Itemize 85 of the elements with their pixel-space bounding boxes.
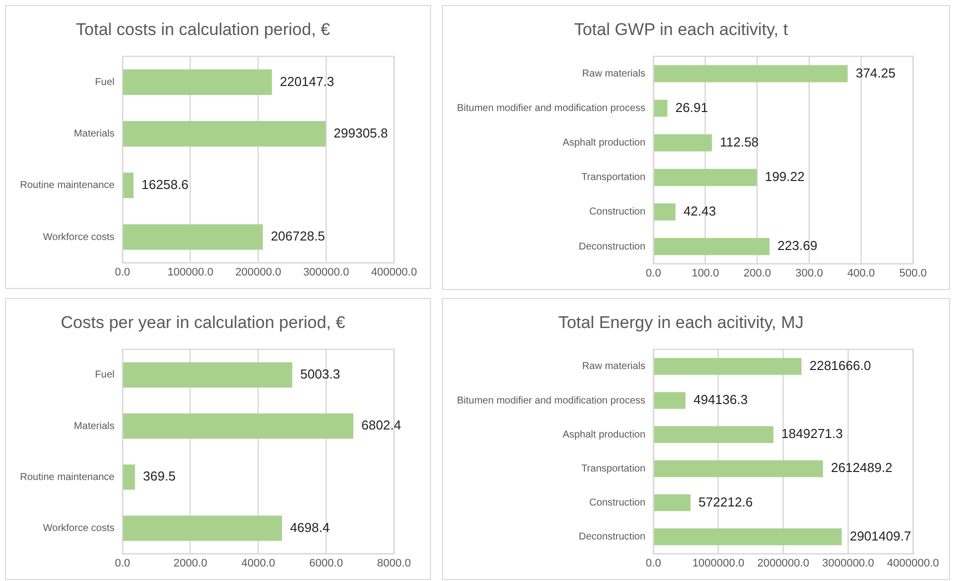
bar: [654, 100, 668, 117]
x-tick-label: 4000.0: [241, 557, 276, 570]
bar: [654, 528, 842, 546]
data-label: 5003.3: [300, 366, 340, 382]
data-label: 2901409.7: [850, 528, 912, 544]
y-tick-label: Deconstruction: [578, 241, 646, 252]
bar: [123, 464, 136, 490]
data-label: 1849271.3: [781, 426, 843, 442]
y-tick-label: Materials: [74, 420, 115, 432]
bar: [123, 362, 292, 388]
y-tick-label: Transportation: [581, 172, 646, 184]
bar: [654, 392, 686, 409]
bar: [654, 358, 802, 375]
x-tick-label: 100000.0: [167, 266, 214, 278]
chart-title: Total Energy in each acitivity, MJ: [558, 312, 804, 332]
data-label: 494136.3: [693, 392, 748, 408]
x-tick-label: 0.0: [646, 557, 662, 570]
x-tick-label: 0.0: [646, 267, 662, 280]
bar: [123, 224, 263, 250]
x-tick-label: 4000000.0: [887, 557, 939, 570]
x-tick-label: 200.0: [743, 267, 772, 280]
bar: [654, 460, 823, 478]
data-label: 16258.6: [142, 176, 189, 192]
x-tick-label: 0.0: [114, 266, 130, 278]
bar: [654, 238, 770, 256]
bar: [654, 134, 712, 152]
chart-title: Costs per year in calculation period, €: [60, 312, 346, 332]
bar: [123, 172, 134, 198]
data-label: 369.5: [143, 468, 176, 484]
x-tick-label: 300000.0: [303, 266, 350, 278]
y-tick-label: Deconstruction: [578, 532, 646, 543]
x-tick-label: 3000000.0: [822, 557, 874, 570]
chart-title: Total GWP in each acitivity, t: [574, 20, 788, 39]
x-tick-label: 2000000.0: [757, 557, 810, 570]
y-tick-label: Routine maintenance: [20, 180, 115, 192]
data-label: 112.58: [720, 134, 759, 150]
x-tick-label: 2000.0: [174, 557, 208, 570]
y-tick-label: Raw materials: [582, 68, 646, 80]
y-tick-label: Fuel: [95, 76, 115, 88]
data-label: 299305.8: [334, 125, 388, 140]
x-tick-label: 6000.0: [309, 557, 343, 570]
x-tick-label: 200000.0: [235, 266, 282, 278]
bar: [654, 426, 774, 443]
x-tick-label: 500.0: [899, 267, 927, 280]
bar: [654, 168, 757, 186]
data-label: 374.25: [856, 65, 896, 80]
data-label: 2612489.2: [830, 460, 892, 476]
x-tick-label: 8000.0: [377, 557, 411, 570]
data-label: 4698.4: [290, 520, 330, 535]
x-tick-label: 100.0: [692, 267, 720, 280]
data-label: 206728.5: [270, 228, 326, 244]
data-label: 6802.4: [361, 418, 402, 433]
y-tick-label: Construction: [589, 497, 646, 508]
y-tick-label: Construction: [589, 206, 646, 218]
data-label: 2281666.0: [809, 358, 871, 374]
bar: [654, 203, 676, 221]
bar: [654, 494, 691, 512]
y-tick-label: Routine maintenance: [20, 472, 115, 483]
y-tick-label: Workforce costs: [43, 232, 115, 243]
x-tick-label: 1000000.0: [692, 557, 744, 570]
data-label: 199.22: [764, 168, 805, 184]
y-tick-label: Bitumen modifier and modification process: [456, 103, 646, 114]
bar: [123, 516, 282, 541]
bar: [123, 69, 272, 95]
y-tick-label: Materials: [74, 128, 115, 140]
y-tick-label: Fuel: [95, 370, 115, 381]
y-tick-label: Workforce costs: [43, 523, 115, 534]
data-label: 223.69: [778, 238, 818, 254]
x-tick-label: 400.0: [847, 267, 875, 280]
x-tick-label: 400000.0: [371, 266, 417, 278]
y-tick-label: Raw materials: [582, 361, 646, 372]
x-tick-label: 0.0: [114, 557, 130, 570]
data-label: 220147.3: [280, 74, 334, 89]
x-tick-label: 300.0: [795, 267, 823, 280]
data-label: 26.91: [675, 100, 708, 115]
y-tick-label: Asphalt production: [562, 138, 646, 149]
data-label: 42.43: [683, 204, 716, 219]
bar: [654, 65, 848, 82]
y-tick-label: Asphalt production: [562, 429, 646, 440]
y-tick-label: Transportation: [581, 463, 646, 474]
data-label: 572212.6: [698, 494, 753, 510]
bar: [123, 413, 354, 439]
chart-title: Total costs in calculation period, €: [76, 20, 331, 39]
bar: [123, 121, 326, 147]
y-tick-label: Bitumen modifier and modification process: [456, 395, 646, 406]
